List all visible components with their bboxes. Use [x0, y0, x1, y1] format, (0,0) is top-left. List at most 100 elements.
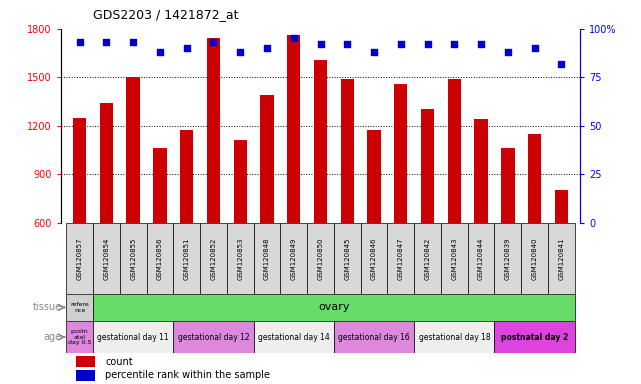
Bar [501, 148, 515, 223]
Bar [474, 119, 488, 223]
Text: GSM120847: GSM120847 [398, 237, 404, 280]
Bar [340, 79, 354, 223]
Bar [120, 223, 147, 294]
Point [235, 49, 246, 55]
Bar [254, 321, 334, 353]
Point [315, 41, 326, 47]
Point [288, 35, 299, 41]
Text: gestational day 14: gestational day 14 [258, 333, 329, 341]
Bar [387, 223, 414, 294]
Bar [548, 223, 575, 294]
Point [208, 39, 219, 45]
Text: GSM120851: GSM120851 [184, 237, 190, 280]
Point [101, 39, 112, 45]
Bar [528, 134, 541, 223]
Bar [367, 130, 381, 223]
Text: tissue: tissue [32, 303, 62, 313]
Point [154, 49, 165, 55]
Text: GSM120839: GSM120839 [505, 237, 511, 280]
Text: GSM120840: GSM120840 [531, 237, 538, 280]
Bar [76, 356, 95, 367]
Bar [521, 223, 548, 294]
Bar [227, 223, 254, 294]
Bar [260, 95, 274, 223]
Bar [93, 321, 173, 353]
Text: GSM120853: GSM120853 [237, 237, 243, 280]
Bar [307, 223, 334, 294]
Point [369, 49, 379, 55]
Point [503, 49, 513, 55]
Bar [66, 294, 93, 321]
Bar [254, 223, 280, 294]
Bar [73, 118, 87, 223]
Text: age: age [44, 332, 62, 342]
Bar [421, 109, 434, 223]
Bar [447, 79, 461, 223]
Text: GSM120856: GSM120856 [157, 237, 163, 280]
Bar [334, 223, 361, 294]
Bar [394, 84, 408, 223]
Bar [153, 148, 167, 223]
Bar [554, 190, 568, 223]
Bar [468, 223, 494, 294]
Text: GSM120848: GSM120848 [264, 237, 270, 280]
Point [128, 39, 138, 45]
Point [181, 45, 192, 51]
Bar [494, 223, 521, 294]
Bar [66, 321, 93, 353]
Text: count: count [105, 357, 133, 367]
Bar [200, 223, 227, 294]
Point [449, 41, 460, 47]
Text: GSM120841: GSM120841 [558, 237, 564, 280]
Point [529, 45, 540, 51]
Text: GSM120854: GSM120854 [103, 237, 110, 280]
Point [556, 61, 567, 67]
Bar [180, 130, 194, 223]
Bar [126, 77, 140, 223]
Point [422, 41, 433, 47]
Point [395, 41, 406, 47]
Bar [414, 223, 441, 294]
Text: GSM120850: GSM120850 [317, 237, 324, 280]
Text: GSM120844: GSM120844 [478, 237, 484, 280]
Text: gestational day 12: gestational day 12 [178, 333, 249, 341]
Text: GSM120852: GSM120852 [210, 237, 217, 280]
Text: gestational day 18: gestational day 18 [419, 333, 490, 341]
Point [262, 45, 272, 51]
Text: percentile rank within the sample: percentile rank within the sample [105, 371, 270, 381]
Bar [287, 35, 301, 223]
Text: GSM120845: GSM120845 [344, 237, 350, 280]
Bar [207, 38, 220, 223]
Bar [173, 223, 200, 294]
Bar [314, 60, 327, 223]
Bar [361, 223, 387, 294]
Text: refere
nce: refere nce [71, 302, 89, 313]
Text: gestational day 11: gestational day 11 [97, 333, 169, 341]
Text: GSM120857: GSM120857 [77, 237, 83, 280]
Bar [441, 223, 468, 294]
Text: ovary: ovary [318, 303, 349, 313]
Bar [173, 321, 254, 353]
Text: GSM120842: GSM120842 [424, 237, 431, 280]
Text: GDS2203 / 1421872_at: GDS2203 / 1421872_at [93, 8, 238, 21]
Point [342, 41, 353, 47]
Point [74, 39, 85, 45]
Bar [334, 321, 414, 353]
Text: postn
atal
day 0.5: postn atal day 0.5 [68, 329, 91, 345]
Bar [494, 321, 575, 353]
Bar [147, 223, 173, 294]
Bar [100, 103, 113, 223]
Point [476, 41, 487, 47]
Text: GSM120843: GSM120843 [451, 237, 457, 280]
Text: GSM120855: GSM120855 [130, 237, 136, 280]
Bar [66, 223, 93, 294]
Bar [93, 223, 120, 294]
Text: gestational day 16: gestational day 16 [338, 333, 410, 341]
Bar [414, 321, 494, 353]
Bar [76, 370, 95, 381]
Bar [280, 223, 307, 294]
Text: GSM120849: GSM120849 [291, 237, 297, 280]
Text: postnatal day 2: postnatal day 2 [501, 333, 568, 341]
Bar [233, 139, 247, 223]
Text: GSM120846: GSM120846 [371, 237, 377, 280]
